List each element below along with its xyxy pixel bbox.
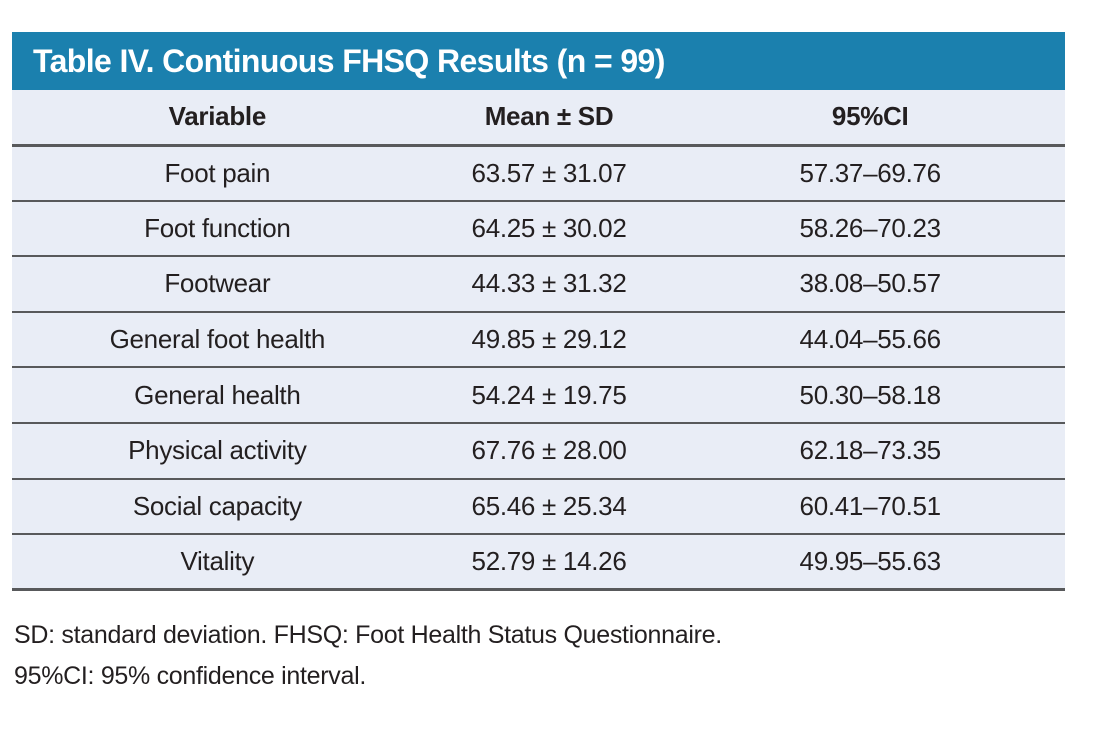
ci-cell: 49.95–55.63 [799,546,942,577]
table-row: General health 54.24 ± 19.75 50.30–58.18 [12,367,1065,423]
footnote-line-1: SD: standard deviation. FHSQ: Foot Healt… [14,621,722,649]
mean-sd-cell: 44.33 ± 31.32 [471,268,627,299]
header-row: Variable Mean ± SD 95%CI [12,90,1065,145]
mean-sd-cell: 49.85 ± 29.12 [471,324,627,355]
variable-cell: Foot function [144,212,291,243]
table-body: Foot pain 63.57 ± 31.07 57.37–69.76 Foot fu… [12,145,1065,590]
table-row: Foot pain 63.57 ± 31.07 57.37–69.76 [12,145,1065,201]
ci-cell: 58.26–70.23 [799,212,942,243]
table-row: General foot health 49.85 ± 29.12 44.04–55… [12,311,1065,368]
table-row: Vitality 52.79 ± 14.26 49.95–55.63 [12,534,1065,590]
fhsq-results-table: Variable Mean ± SD 95%CI Foot pain 63.57 … [12,90,1065,592]
ci-cell: 60.41–70.51 [799,490,942,521]
column-header-95ci: 95%CI [831,101,909,132]
mean-sd-cell: 52.79 ± 14.26 [471,546,627,577]
table-row: Foot function 64.25 ± 30.02 58.26–70.23 [12,200,1065,257]
table-header: Variable Mean ± SD 95%CI [12,90,1065,145]
variable-cell: Vitality [180,546,255,577]
variable-cell: General foot health [109,324,326,355]
variable-cell: Physical activity [128,435,307,466]
ci-cell: 44.04–55.66 [799,324,942,355]
table-row: Social capacity 65.46 ± 25.34 60.41–70.51 [12,478,1065,535]
variable-cell: General health [134,379,301,410]
column-header-variable: Variable [168,101,267,132]
table-row: Footwear 44.33 ± 31.32 38.08–50.57 [12,256,1065,312]
footnote-line-2: 95%CI: 95% confidence interval. [14,662,367,690]
variable-cell: Footwear [164,268,271,299]
mean-sd-cell: 65.46 ± 25.34 [471,490,627,521]
ci-cell: 62.18–73.35 [799,435,942,466]
column-header-mean-sd: Mean ± SD [484,101,614,132]
mean-sd-cell: 64.25 ± 30.02 [471,212,627,243]
ci-cell: 50.30–58.18 [799,379,942,410]
fhsq-results-table-block: Table IV. Continuous FHSQ Results (n = 9… [12,32,1065,592]
ci-cell: 38.08–50.57 [799,268,942,299]
mean-sd-cell: 67.76 ± 28.00 [471,435,627,466]
ci-cell: 57.37–69.76 [799,157,942,188]
table-footnotes: SD: standard deviation. FHSQ: Foot Healt… [14,615,1074,697]
table-row: Physical activity 67.76 ± 28.00 62.18–73.3… [12,422,1065,479]
mean-sd-cell: 54.24 ± 19.75 [471,379,627,410]
variable-cell: Foot pain [164,157,271,188]
variable-cell: Social capacity [132,490,302,521]
mean-sd-cell: 63.57 ± 31.07 [471,157,627,188]
table-title-bar: Table IV. Continuous FHSQ Results (n = 9… [12,32,1065,90]
